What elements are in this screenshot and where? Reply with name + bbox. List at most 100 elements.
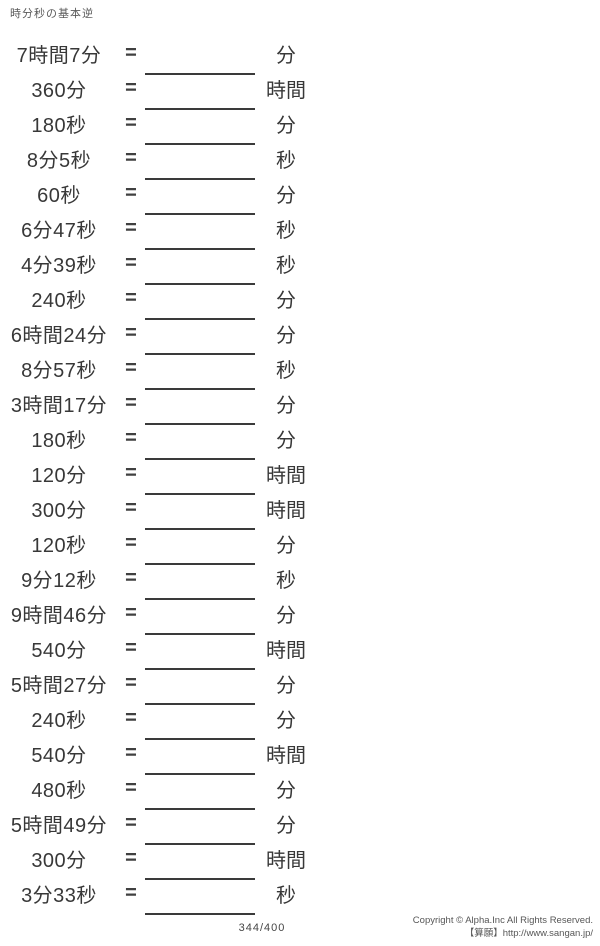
problem-row: 9時間46分 = 分 [0,596,600,635]
answer-unit: 分 [276,605,296,627]
answer-unit: 時間 [266,80,306,102]
answer-unit: 秒 [276,150,296,172]
problem-question: 180秒 [31,430,87,452]
problem-question: 300分 [31,850,87,872]
equals-sign: = [125,42,137,64]
equals-sign: = [125,427,137,449]
equals-sign: = [125,672,137,694]
problem-question: 360分 [31,80,87,102]
answer-blank[interactable] [145,121,255,145]
problem-row: 540分 = 時間 [0,631,600,670]
problem-question: 3時間17分 [10,395,108,417]
answer-unit: 分 [276,675,296,697]
problem-row: 6時間24分 = 分 [0,316,600,355]
equals-sign: = [125,462,137,484]
answer-blank[interactable] [145,856,255,880]
equals-sign: = [125,812,137,834]
answer-blank[interactable] [145,576,255,600]
equals-sign: = [125,147,137,169]
problem-row: 4分39秒 = 秒 [0,246,600,285]
answer-unit: 分 [276,115,296,137]
answer-unit: 分 [276,45,296,67]
problem-row: 7時間7分 = 分 [0,36,600,75]
problem-row: 3時間17分 = 分 [0,386,600,425]
problem-row: 540分 = 時間 [0,736,600,775]
answer-blank[interactable] [145,261,255,285]
problem-question: 180秒 [31,115,87,137]
copyright-line1: Copyright © Alpha.Inc All Rights Reserve… [412,915,593,926]
answer-blank[interactable] [145,436,255,460]
problem-row: 240秒 = 分 [0,281,600,320]
answer-blank[interactable] [145,296,255,320]
answer-blank[interactable] [145,401,255,425]
problem-row: 5時間49分 = 分 [0,806,600,845]
problem-list: 7時間7分 = 分 360分 = 時間 180秒 = 分 8分5秒 = 秒 60秒 = 分 6分47秒 = 秒 4分… [0,36,600,915]
answer-blank[interactable] [145,611,255,635]
equals-sign: = [125,497,137,519]
answer-blank[interactable] [145,681,255,705]
answer-unit: 分 [276,535,296,557]
equals-sign: = [125,392,137,414]
problem-row: 120秒 = 分 [0,526,600,565]
answer-blank[interactable] [145,751,255,775]
problem-question: 120秒 [31,535,87,557]
answer-blank[interactable] [145,891,255,915]
problem-row: 120分 = 時間 [0,456,600,495]
problem-question: 540分 [31,640,87,662]
equals-sign: = [125,77,137,99]
problem-question: 7時間7分 [16,45,102,67]
problem-question: 8分57秒 [21,360,97,382]
problem-question: 6分47秒 [21,220,97,242]
answer-unit: 秒 [276,220,296,242]
answer-unit: 分 [276,430,296,452]
problem-question: 540分 [31,745,87,767]
problem-row: 3分33秒 = 秒 [0,876,600,915]
answer-blank[interactable] [145,786,255,810]
answer-blank[interactable] [145,716,255,740]
answer-unit: 分 [276,395,296,417]
answer-blank[interactable] [145,821,255,845]
copyright-notice: Copyright © Alpha.Inc All Rights Reserve… [413,914,593,941]
problem-row: 60秒 = 分 [0,176,600,215]
equals-sign: = [125,532,137,554]
problem-question: 240秒 [31,290,87,312]
equals-sign: = [125,602,137,624]
equals-sign: = [125,637,137,659]
worksheet-title: 時分秒の基本逆 [10,8,94,20]
problem-row: 180秒 = 分 [0,421,600,460]
answer-unit: 時間 [266,850,306,872]
problem-question: 240秒 [31,710,87,732]
answer-blank[interactable] [145,506,255,530]
answer-blank[interactable] [145,366,255,390]
problem-question: 9時間46分 [10,605,108,627]
answer-blank[interactable] [145,541,255,565]
problem-question: 9分12秒 [21,570,97,592]
answer-blank[interactable] [145,51,255,75]
answer-blank[interactable] [145,471,255,495]
equals-sign: = [125,847,137,869]
problem-question: 480秒 [31,780,87,802]
problem-row: 300分 = 時間 [0,491,600,530]
answer-blank[interactable] [145,331,255,355]
problem-question: 5時間49分 [10,815,108,837]
problem-question: 120分 [31,465,87,487]
answer-unit: 分 [276,710,296,732]
problem-question: 3分33秒 [21,885,97,907]
problem-row: 5時間27分 = 分 [0,666,600,705]
equals-sign: = [125,742,137,764]
problem-row: 8分5秒 = 秒 [0,141,600,180]
answer-blank[interactable] [145,646,255,670]
copyright-line2: 【算願】http://www.sangan.jp/ [464,928,593,940]
answer-blank[interactable] [145,191,255,215]
answer-blank[interactable] [145,86,255,110]
answer-blank[interactable] [145,226,255,250]
problem-row: 9分12秒 = 秒 [0,561,600,600]
problem-row: 6分47秒 = 秒 [0,211,600,250]
answer-unit: 分 [276,780,296,802]
answer-blank[interactable] [145,156,255,180]
problem-question: 5時間27分 [10,675,108,697]
problem-question: 300分 [31,500,87,522]
equals-sign: = [125,287,137,309]
equals-sign: = [125,112,137,134]
answer-unit: 分 [276,325,296,347]
